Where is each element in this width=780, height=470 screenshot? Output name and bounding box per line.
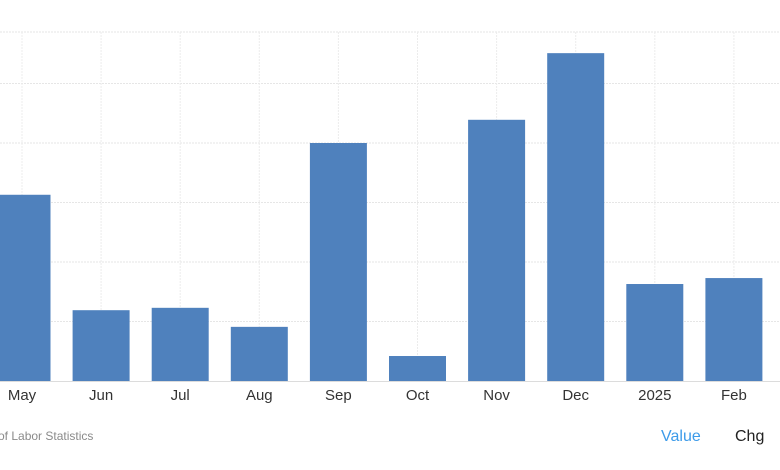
x-tick-label: Jun [89,387,113,404]
bar [0,194,51,381]
bar [389,356,446,381]
x-tick-label: Oct [406,387,430,404]
x-tick-label: Jul [171,387,190,404]
x-tick-label: Dec [562,387,589,404]
bar [72,310,130,381]
x-tick-label: May [8,387,37,404]
bar [151,307,209,381]
value-button[interactable]: Value [661,428,701,445]
bar [705,278,763,381]
bar [468,119,526,382]
x-tick-label: Sep [325,387,352,404]
bar [230,326,288,381]
bar [626,284,684,381]
x-tick-label: 2025 [638,387,671,404]
bar [309,143,367,381]
x-tick-label: Aug [246,387,273,404]
x-tick-label: Feb [721,387,747,404]
source-label: of Labor Statistics [0,429,94,443]
x-tick-label: Nov [483,387,510,404]
bar-chart: May Jun Jul Aug Sep Oct Nov Dec 2025 Feb [0,31,780,404]
bar [547,53,605,381]
chg-button[interactable]: Chg [735,428,765,445]
